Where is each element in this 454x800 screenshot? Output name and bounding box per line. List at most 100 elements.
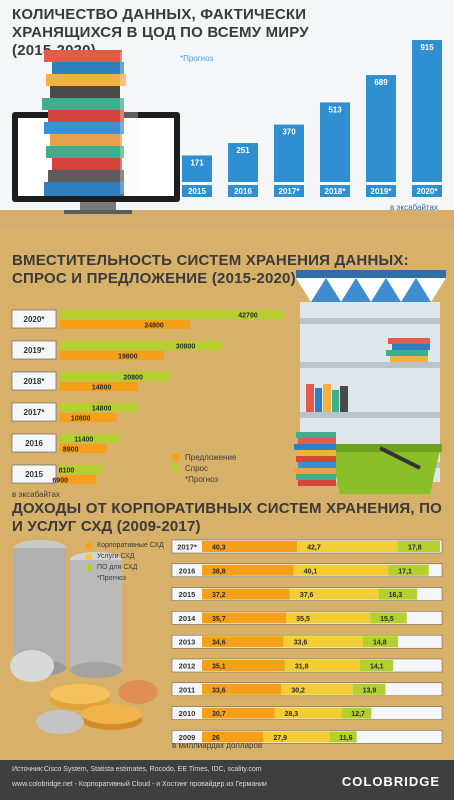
- supply-value: 42700: [238, 313, 258, 320]
- bar-demand-2016: [60, 444, 107, 453]
- illustration-monitor-books: [12, 50, 180, 214]
- segment-value: 42,7: [307, 545, 321, 552]
- unit-label-revenue: в миллиардах долларов: [172, 741, 263, 750]
- legend-item-services: Услуги СХД: [86, 551, 164, 562]
- footer-website[interactable]: www.colobridge.net - Корпоративный Cloud…: [12, 781, 267, 788]
- year-label: 2010: [179, 709, 196, 718]
- year-label: 2015: [179, 590, 196, 599]
- unit-label: в эксабайтах: [390, 203, 438, 212]
- unit-label-capacity: в эксабайтах: [12, 490, 60, 499]
- shelf-1: [300, 318, 440, 324]
- segment-value: 26: [212, 735, 220, 742]
- year-box: [11, 464, 57, 484]
- segment-value: 35,1: [212, 664, 226, 671]
- legend-item-demand: Спрос: [172, 463, 236, 474]
- bar-supply-2015: [60, 465, 103, 474]
- legend-label-corporate: Корпоративные СХД: [97, 542, 164, 549]
- legend-label-forecast: *Прогноз: [185, 475, 219, 484]
- bar-supply-2017*: [60, 403, 138, 412]
- category-box: [228, 185, 258, 197]
- bar-2017*: [274, 124, 304, 182]
- section3-title: ДОХОДЫ ОТ КОРПОРАТИВНЫХ СИСТЕМ ХРАНЕНИЯ,…: [12, 500, 442, 535]
- section2-title: ВМЕСТИТЕЛЬНОСТЬ СИСТЕМ ХРАНЕНИЯ ДАННЫХ: …: [12, 252, 409, 287]
- year-label: 2020*: [24, 315, 46, 324]
- segment-2: [352, 683, 386, 695]
- segment-1: [293, 564, 389, 576]
- year-box: [11, 402, 57, 422]
- category-label: 2019*: [371, 187, 393, 196]
- segment-2: [329, 731, 357, 743]
- segment-value: 14,1: [370, 664, 384, 671]
- awning: [296, 270, 446, 302]
- segment-2: [370, 612, 407, 624]
- bar-demand-2018*: [60, 382, 138, 391]
- value-label: 370: [282, 128, 296, 137]
- segment-0: [202, 683, 282, 695]
- supply-value: 11400: [74, 437, 93, 444]
- segment-1: [289, 588, 379, 600]
- demand-value: 10800: [71, 416, 91, 423]
- bar-demand-2017*: [60, 413, 117, 422]
- value-label: 171: [190, 158, 204, 167]
- legend-revenue: Корпоративные СХД Услуги СХД ПО для СХД …: [86, 540, 164, 584]
- bar-2018*: [320, 102, 350, 182]
- legend-item-supply: Предложение: [172, 452, 236, 463]
- coins-gold: [50, 680, 158, 730]
- segment-value: 27,9: [273, 735, 287, 742]
- bar-supply-2020*: [60, 310, 284, 319]
- colobridge-logo[interactable]: COLOBRIDGE: [341, 774, 440, 789]
- segment-0: [202, 564, 294, 576]
- segment-value: 28,3: [284, 711, 298, 718]
- monitor-base: [64, 210, 132, 214]
- books-stack: [42, 50, 138, 196]
- category-box: [320, 185, 350, 197]
- supply-value: 8100: [59, 468, 75, 475]
- supply-value: 30800: [176, 344, 196, 351]
- segment-value: 37,2: [212, 592, 226, 599]
- bar-supply-2018*: [60, 372, 170, 381]
- legend-swatch-supply: [172, 454, 179, 461]
- legend-label-forecast2: *Прогноз: [97, 575, 126, 582]
- segment-1: [274, 707, 342, 719]
- segment-value: 30,7: [212, 711, 226, 718]
- shelf-2: [300, 362, 440, 368]
- category-box: [412, 185, 442, 197]
- segment-value: 16,3: [389, 592, 403, 599]
- bar-2015: [182, 155, 212, 182]
- chart-data-stored: 171 2015 251 2016 370 2017* 513 2018* 689 2019* 91…: [182, 40, 442, 197]
- legend-item-forecast2: *Прогноз: [86, 573, 164, 584]
- legend-swatch-corporate: [86, 542, 92, 549]
- category-box: [182, 185, 212, 197]
- segment-0: [202, 612, 287, 624]
- monitor-stand: [80, 202, 116, 212]
- segment-2: [388, 564, 429, 576]
- category-label: 2015: [188, 187, 206, 196]
- segment-2: [359, 660, 394, 671]
- demand-value: 6900: [52, 478, 68, 485]
- bar-supply-2016: [60, 434, 120, 443]
- books-shelf-2: [386, 338, 430, 362]
- bar-demand-2020*: [60, 320, 191, 329]
- year-box: [11, 340, 57, 360]
- segment-2: [397, 541, 440, 552]
- demand-value: 24800: [144, 323, 164, 330]
- sand-strip: [0, 210, 454, 228]
- year-label: 2015: [25, 470, 43, 479]
- segment-1: [281, 683, 353, 695]
- footer: [0, 760, 454, 800]
- year-label: 2017*: [177, 543, 197, 552]
- demand-value: 8900: [63, 447, 79, 454]
- books-shelf-3: [306, 384, 348, 412]
- segment-value: 37,6: [300, 592, 314, 599]
- coin-silver: [10, 650, 84, 734]
- segment-value: 34,6: [212, 640, 226, 647]
- segment-1: [283, 636, 364, 648]
- segment-value: 33,6: [294, 640, 308, 647]
- value-label: 251: [236, 146, 250, 155]
- category-box: [274, 185, 304, 197]
- forecast-note: *Прогноз: [180, 54, 214, 63]
